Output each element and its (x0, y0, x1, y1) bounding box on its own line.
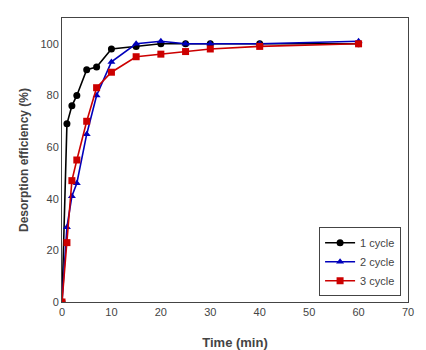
svg-text:70: 70 (402, 306, 414, 318)
svg-text:Time (min): Time (min) (202, 335, 268, 350)
svg-text:2 cycle: 2 cycle (360, 256, 394, 268)
svg-text:Desorption efficiency (%): Desorption efficiency (%) (17, 88, 31, 232)
svg-text:1 cycle: 1 cycle (360, 237, 394, 249)
svg-text:0: 0 (53, 296, 59, 308)
svg-text:20: 20 (47, 244, 59, 256)
svg-text:30: 30 (204, 306, 216, 318)
svg-text:100: 100 (40, 38, 58, 50)
svg-text:0: 0 (59, 306, 65, 318)
svg-text:80: 80 (47, 89, 59, 101)
svg-text:60: 60 (352, 306, 364, 318)
svg-text:40: 40 (47, 193, 59, 205)
svg-text:60: 60 (47, 141, 59, 153)
svg-text:10: 10 (105, 306, 117, 318)
svg-text:40: 40 (254, 306, 266, 318)
svg-text:50: 50 (303, 306, 315, 318)
svg-text:3 cycle: 3 cycle (360, 275, 394, 287)
svg-text:20: 20 (155, 306, 167, 318)
